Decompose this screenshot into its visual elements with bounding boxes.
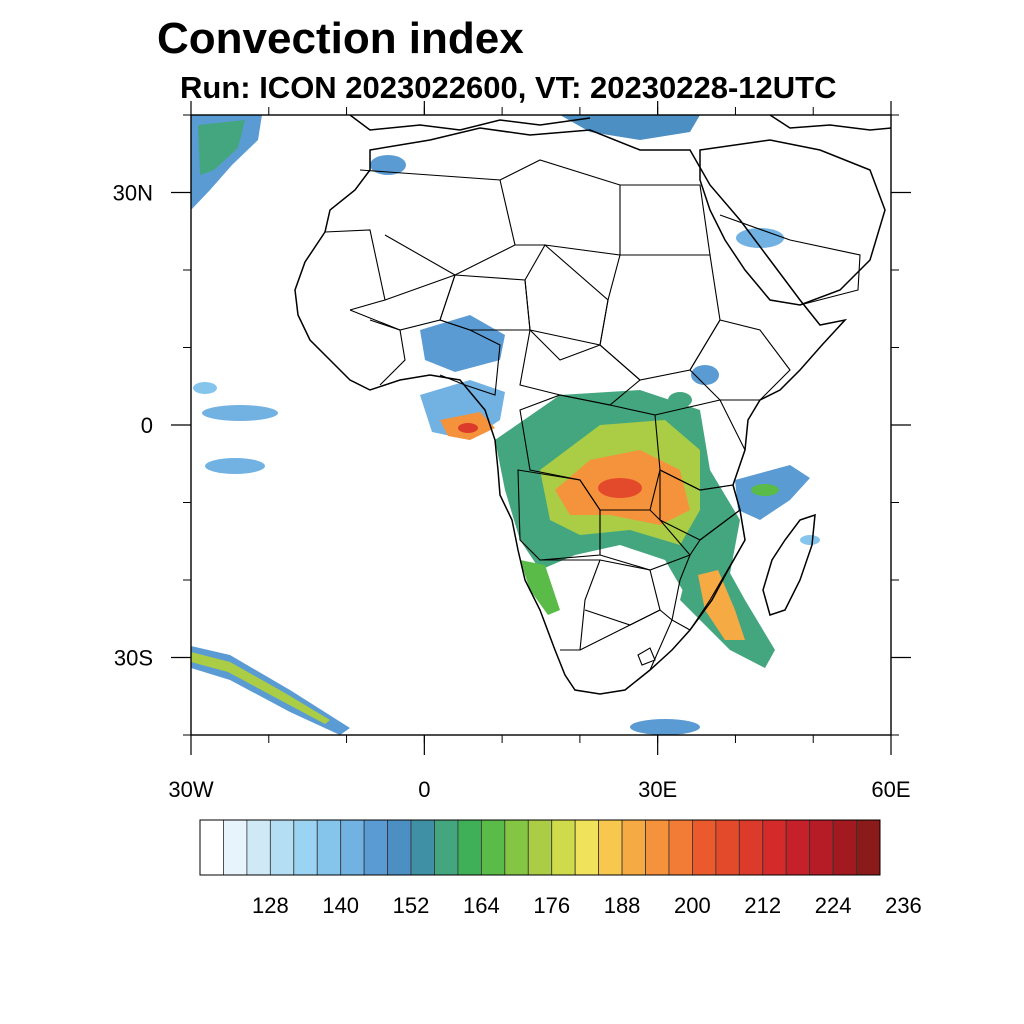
colorbar-swatch	[785, 819, 811, 876]
coastlines	[294, 115, 891, 695]
field-south-indian	[630, 719, 700, 735]
border-sahara-3	[499, 159, 621, 256]
colorbar-swatch	[246, 819, 271, 876]
field-atlas	[370, 155, 406, 175]
colorbar-swatch	[832, 819, 857, 876]
border-south-africa	[579, 609, 673, 671]
colorbar-swatch	[809, 819, 834, 876]
convection-field	[191, 115, 820, 735]
lat-tick-label: 0	[141, 413, 153, 438]
field-lake-victoria	[668, 392, 692, 408]
field-niger-delta-core	[458, 423, 478, 433]
field-angola-coast	[520, 560, 560, 615]
europe-coast	[349, 115, 591, 131]
colorbar-swatch	[457, 819, 482, 876]
border-sahara-2	[359, 169, 516, 276]
colorbar-label: 140	[322, 893, 359, 918]
madagascar-outline	[762, 513, 816, 616]
colorbar-swatch	[293, 819, 318, 876]
colorbar-swatch	[715, 819, 740, 876]
colorbar-swatch	[434, 819, 459, 876]
colorbar-swatch	[621, 819, 646, 876]
colorbar: 128 140 152 164 176 188 200 212 224 236	[199, 819, 922, 918]
field-east-africa-core	[751, 484, 779, 496]
colorbar-swatch	[504, 819, 529, 876]
colorbar-swatch	[410, 819, 435, 876]
field-northwest-core	[198, 120, 245, 175]
colorbar-swatch	[598, 819, 623, 876]
lon-tick-label: 60E	[871, 777, 910, 802]
border-chad	[524, 244, 609, 361]
colorbar-label: 212	[744, 893, 781, 918]
border-mozambique	[671, 509, 746, 631]
lat-tick-label: 30N	[113, 181, 153, 206]
colorbar-swatch	[856, 819, 881, 876]
colorbar-swatch	[527, 819, 553, 876]
field-south-atlantic-core	[191, 652, 330, 724]
arabia-outline	[699, 139, 886, 306]
colorbar-swatch	[645, 819, 670, 876]
colorbar-label: 128	[252, 893, 289, 918]
colorbar-swatch	[223, 819, 248, 876]
lon-tick-label: 0	[418, 777, 430, 802]
colorbar-swatch	[668, 819, 693, 876]
border-sahara-1	[324, 229, 386, 311]
field-mediterranean	[560, 115, 700, 140]
field-ethiopia	[691, 365, 719, 385]
colorbar-label: 236	[885, 893, 922, 918]
field-central-africa-core	[598, 478, 642, 498]
map-subtitle: Run: ICON 2023022600, VT: 20230228-12UTC	[180, 70, 837, 105]
border-nigeria	[439, 319, 501, 396]
africa-outline	[294, 127, 848, 695]
colorbar-label: 176	[533, 893, 570, 918]
field-atlantic-1	[202, 405, 278, 421]
colorbar-swatch	[340, 819, 365, 876]
colorbar-swatch	[574, 819, 600, 876]
border-arabia-inner	[719, 214, 861, 306]
axis-ticks: 30W 0 30E 60E 30N 0 30S	[113, 101, 911, 802]
colorbar-swatch	[692, 819, 717, 876]
colorbar-swatch	[387, 819, 412, 876]
colorbar-label: 164	[463, 893, 500, 918]
border-ethiopia	[689, 319, 791, 401]
border-lesotho	[637, 647, 656, 666]
border-mali	[369, 274, 456, 331]
border-namibia	[540, 559, 601, 651]
colorbar-swatch	[269, 819, 295, 876]
colorbar-swatch	[762, 819, 787, 876]
field-madagascar-east	[800, 535, 820, 545]
colorbar-swatch	[316, 819, 342, 876]
border-drc	[519, 394, 661, 511]
asia-coast	[769, 115, 891, 131]
field-arabia	[736, 228, 784, 248]
border-west-coast	[349, 309, 406, 386]
colorbar-frame	[199, 819, 881, 876]
colorbar-label: 200	[674, 893, 711, 918]
field-mozambique-hot	[698, 570, 745, 640]
colorbar-swatch	[199, 819, 224, 876]
lon-tick-label: 30W	[168, 777, 213, 802]
colorbar-swatch	[480, 819, 506, 876]
colorbar-label: 224	[815, 893, 852, 918]
field-atlantic-3	[193, 382, 217, 394]
border-egypt	[620, 184, 711, 256]
colorbar-swatch	[363, 819, 388, 876]
field-nigeria	[420, 315, 505, 372]
map-title: Convection index	[157, 14, 524, 63]
colorbar-swatch	[551, 819, 576, 876]
lon-tick-label: 30E	[638, 777, 677, 802]
colorbar-label: 188	[604, 893, 641, 918]
field-atlantic-2	[205, 458, 265, 474]
lat-tick-label: 30S	[114, 646, 153, 671]
colorbar-swatch	[738, 819, 764, 876]
colorbar-label: 152	[393, 893, 430, 918]
country-borders	[324, 159, 861, 671]
